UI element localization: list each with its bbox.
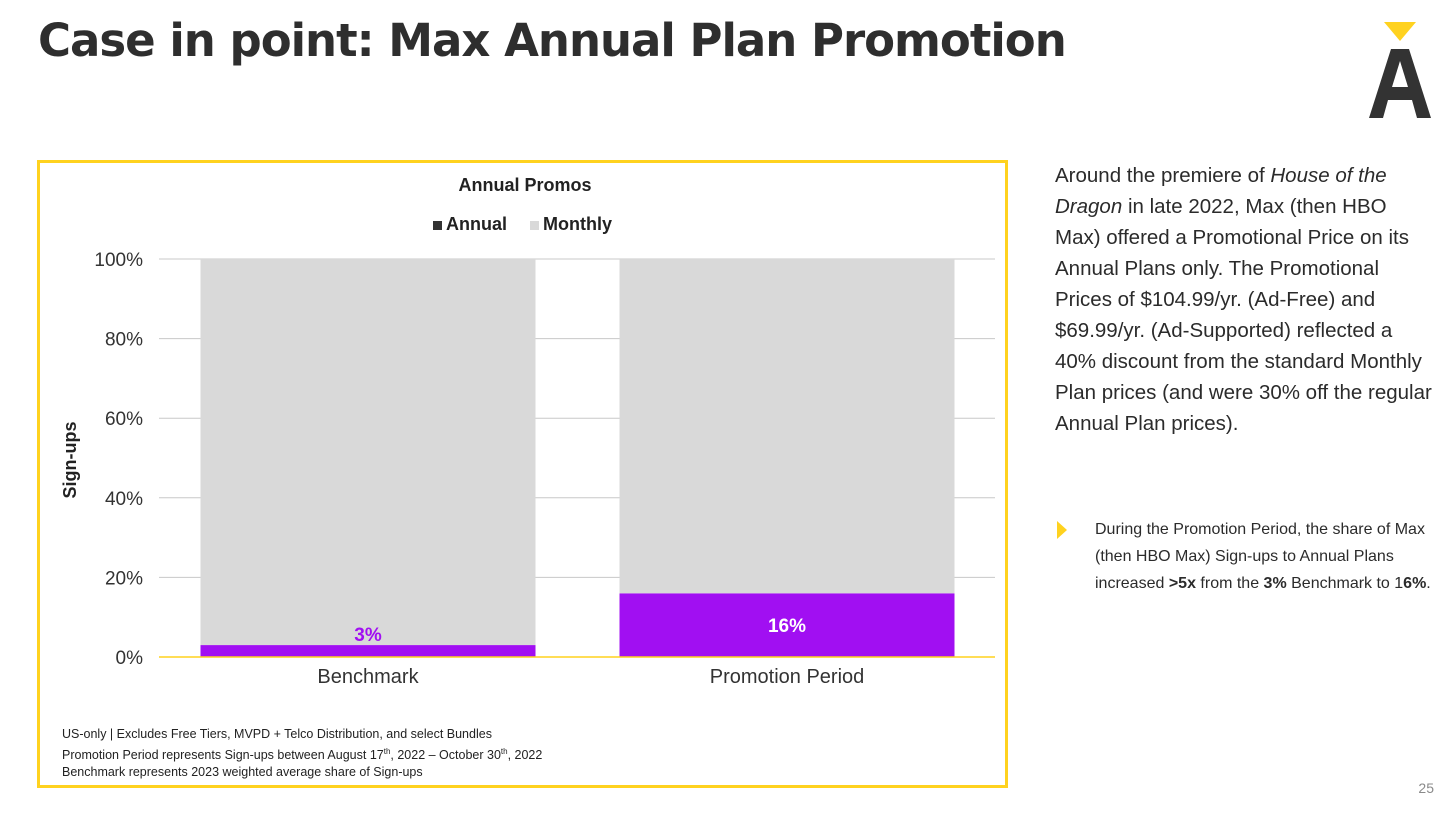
- data-label-annual: 16%: [768, 616, 806, 637]
- data-label-annual: 3%: [354, 625, 382, 646]
- bar-annual-benchmark: [200, 645, 536, 657]
- footnote-1: US-only | Excludes Free Tiers, MVPD + Te…: [62, 727, 492, 741]
- legend-label-monthly: Monthly: [543, 214, 612, 234]
- bar-monthly-benchmark: [200, 259, 536, 646]
- logo-icon: [1369, 22, 1431, 118]
- footnote-3: Benchmark represents 2023 weighted avera…: [62, 765, 423, 780]
- chart-title: Annual Promos: [458, 175, 591, 195]
- logo-triangle: [1384, 22, 1416, 41]
- side-description: Around the premiere of House of the Drag…: [1055, 164, 1432, 435]
- y-axis-label: Sign-ups: [60, 422, 80, 499]
- bullet-arrow-icon: [1057, 521, 1067, 539]
- footnotes: US-only | Excludes Free Tiers, MVPD + Te…: [62, 726, 542, 781]
- x-category-label: Promotion Period: [710, 666, 865, 688]
- logo-letter-a-counter: [1392, 61, 1408, 87]
- x-category-label: Benchmark: [317, 666, 419, 688]
- page-number: 25: [1418, 780, 1434, 796]
- legend-swatch-annual: [433, 221, 442, 230]
- chart-frame: Annual Promos Annual Monthly 0% 20% 40% 60% 80%…: [37, 160, 1008, 788]
- y-tick-label: 40%: [105, 489, 143, 510]
- footnote-2: Promotion Period represents Sign-ups bet…: [62, 747, 543, 763]
- legend-swatch-monthly: [530, 221, 539, 230]
- y-tick-label: 80%: [105, 330, 143, 351]
- bar-annual-promotion-period: [619, 593, 955, 657]
- legend-label-annual: Annual: [446, 214, 507, 234]
- bar-monthly-promotion-period: [619, 259, 955, 594]
- bullet-point: During the Promotion Period, the share o…: [1095, 521, 1431, 592]
- show-title: House of the Dragon: [1055, 164, 1387, 218]
- chart: Annual Promos Annual Monthly 0% 20% 40% 60% 80%…: [60, 175, 995, 688]
- slide-title: Case in point: Max Annual Plan Promotion: [38, 14, 1067, 67]
- y-tick-label: 20%: [105, 568, 143, 589]
- y-tick-label: 100%: [94, 250, 143, 271]
- y-tick-label: 60%: [105, 409, 143, 430]
- y-tick-label: 0%: [116, 648, 144, 669]
